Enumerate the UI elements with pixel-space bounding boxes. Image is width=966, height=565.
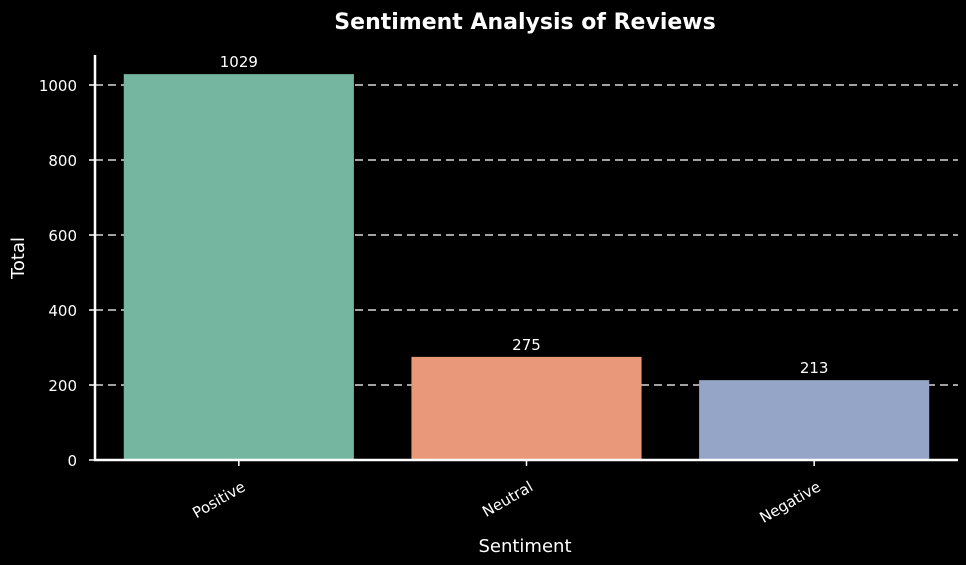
data-label-neutral: 275 [512,336,541,354]
bars [123,74,930,460]
bar-positive [123,74,354,460]
x-axis-ticks: Positive Neutral Negative [189,460,824,527]
y-axis-label: Total [8,237,29,280]
chart-title: Sentiment Analysis of Reviews [334,10,715,35]
bar-negative [699,380,930,460]
y-tick-label: 200 [48,377,77,395]
x-axis-label: Sentiment [478,536,571,557]
data-label-positive: 1029 [220,53,258,71]
data-label-negative: 213 [800,359,829,377]
data-labels: 1029 275 213 [220,53,829,377]
x-tick-label-positive: Positive [189,478,248,523]
y-tick-label: 1000 [39,77,77,95]
x-tick-label-neutral: Neutral [479,478,536,521]
x-tick-label-negative: Negative [756,478,823,527]
y-tick-label: 0 [67,452,77,470]
bar-neutral [411,356,642,460]
y-tick-label: 800 [48,152,77,170]
y-tick-label: 600 [48,227,77,245]
y-axis-ticks: 0 200 400 600 800 1000 [39,77,95,470]
y-tick-label: 400 [48,302,77,320]
